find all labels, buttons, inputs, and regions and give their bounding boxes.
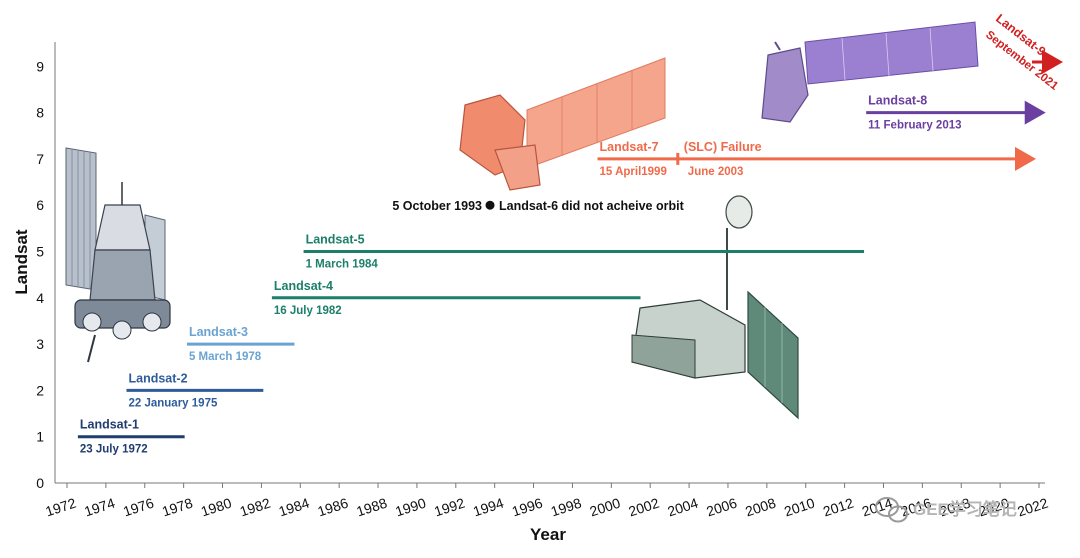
satellite-landsat-8-illustration <box>761 21 979 123</box>
mission-date: 1 March 1984 <box>306 259 379 271</box>
mission-date: 22 January 1975 <box>128 397 217 409</box>
y-tick-label: 1 <box>36 429 44 445</box>
y-tick-label: 7 <box>36 151 44 167</box>
mission-date: 11 February 2013 <box>868 120 961 132</box>
y-tick-label: 5 <box>36 244 44 260</box>
watermark-text: GEE学习笔记 <box>913 499 1017 519</box>
satellite-landsat-1-illustration <box>65 147 171 363</box>
y-axis-title: Landsat <box>12 229 31 295</box>
annotation-text: (SLC) Failure <box>684 140 762 154</box>
mission-date: 16 July 1982 <box>274 305 342 317</box>
satellite-landsat-7-illustration <box>459 57 666 191</box>
y-tick-label: 8 <box>36 105 44 121</box>
y-tick-label: 2 <box>36 382 44 398</box>
x-axis-title: Year <box>530 525 566 544</box>
mission-name: Landsat-8 <box>868 94 927 108</box>
mission-date: 23 July 1972 <box>80 444 148 456</box>
mission-name: Landsat-2 <box>128 371 187 385</box>
mission-name: Landsat-5 <box>306 233 365 247</box>
annotation-date: June 2003 <box>688 166 744 178</box>
landsat-6-marker <box>485 200 495 210</box>
annotation-text: Landsat-6 did not acheive orbit <box>499 199 685 213</box>
y-tick-label: 0 <box>36 475 44 491</box>
mission-name: Landsat-1 <box>80 418 139 432</box>
wechat-icon <box>875 497 908 523</box>
y-tick-label: 6 <box>36 197 44 213</box>
mission-name: Landsat-7 <box>600 140 659 154</box>
satellite-landsat-5-illustration <box>631 195 799 420</box>
y-tick-label: 4 <box>36 290 44 306</box>
watermark: GEE学习笔记 <box>875 497 1017 523</box>
y-tick-label: 9 <box>36 58 44 74</box>
annotation-date: 5 October 1993 <box>392 199 482 213</box>
mission-name: Landsat-3 <box>189 325 248 339</box>
y-tick-label: 3 <box>36 336 44 352</box>
mission-name: Landsat-4 <box>274 279 333 293</box>
mission-date: 5 March 1978 <box>189 351 262 363</box>
mission-date: 15 April1999 <box>600 166 667 178</box>
